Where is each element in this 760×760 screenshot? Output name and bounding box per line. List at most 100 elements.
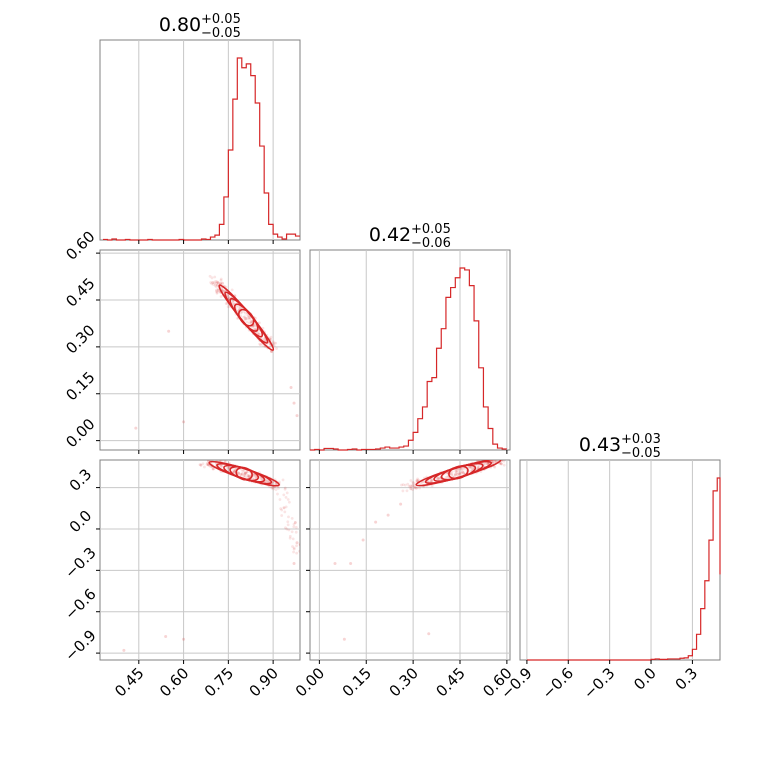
- scatter-point: [286, 498, 290, 501]
- panel-frame: [519, 459, 721, 661]
- scatter-point: [257, 332, 261, 336]
- scatter-point: [413, 486, 417, 490]
- scatter-point: [243, 475, 247, 479]
- outlier-point: [122, 648, 126, 652]
- x-tick-label: 0.30: [386, 664, 422, 700]
- scatter-point: [243, 318, 247, 322]
- scatter-point: [205, 463, 209, 466]
- scatter-point: [240, 472, 244, 476]
- scatter-point: [450, 472, 454, 476]
- scatter-point: [270, 486, 274, 490]
- scatter-point: [206, 460, 210, 461]
- scatter-point: [502, 460, 506, 463]
- outlier-point: [134, 426, 138, 430]
- scatter-point: [214, 279, 217, 283]
- panel-title-value: 0.43: [579, 434, 621, 456]
- scatter-point: [201, 462, 205, 466]
- scatter-point: [225, 465, 229, 469]
- scatter-point: [435, 477, 439, 480]
- scatter-point: [257, 332, 261, 336]
- scatter-point: [284, 526, 287, 530]
- joint-panel-joint-p1-p3: −0.9−0.6−0.3 0.0 0.3 0.45 0.60 0.75 0.90: [61, 457, 301, 700]
- scatter-point: [242, 474, 246, 478]
- scatter-point: [231, 301, 235, 305]
- outlier-point: [333, 561, 337, 565]
- scatter-point: [294, 525, 298, 529]
- scatter-point: [280, 514, 284, 517]
- scatter-point: [227, 466, 231, 470]
- scatter-point: [260, 476, 263, 480]
- scatter-point: [205, 461, 209, 465]
- scatter-point: [219, 295, 223, 298]
- scatter-point: [293, 521, 297, 525]
- scatter-point: [277, 487, 280, 490]
- scatter-point: [244, 311, 247, 315]
- scatter-point: [211, 457, 214, 460]
- scatter-point: [274, 488, 278, 491]
- density-layer: [122, 457, 300, 652]
- joint-panel-joint-p1-p2: 0.00 0.15 0.30 0.45 0.60: [62, 227, 301, 454]
- scatter-point: [294, 530, 298, 534]
- scatter-point: [239, 472, 243, 476]
- scatter-point: [219, 281, 223, 285]
- y-tick-label: 0.3: [66, 465, 96, 495]
- scatter-point: [219, 460, 223, 463]
- scatter-point: [445, 471, 449, 475]
- scatter-point: [280, 508, 284, 512]
- scatter-point: [492, 454, 495, 457]
- scatter-point: [485, 461, 489, 465]
- scatter-point: [499, 462, 503, 466]
- scatter-point: [411, 488, 414, 492]
- scatter-point: [486, 457, 489, 460]
- scatter-point: [471, 466, 475, 470]
- y-tick-label: 0.15: [62, 368, 98, 404]
- scatter-point: [492, 457, 495, 460]
- scatter-point: [258, 476, 262, 480]
- scatter-point: [246, 474, 250, 477]
- scatter-point: [206, 463, 210, 467]
- scatter-point: [243, 471, 247, 475]
- scatter-point: [216, 283, 219, 287]
- scatter-point: [213, 281, 217, 285]
- scatter-point: [224, 302, 228, 305]
- scatter-point: [430, 484, 434, 488]
- scatter-point: [243, 315, 247, 319]
- marginal-panel-marginal-p3: 0.43 +0.03−0.05−0.9 −0.6 −0.3 0.0 0.3: [497, 432, 721, 703]
- scatter-point: [232, 469, 236, 473]
- scatter-point: [219, 277, 223, 281]
- scatter-point: [272, 341, 276, 345]
- scatter-point: [401, 489, 405, 493]
- scatter-point: [198, 463, 202, 467]
- scatter-point: [492, 457, 495, 460]
- scatter-point: [259, 343, 263, 347]
- scatter-point: [250, 319, 254, 323]
- scatter-point: [457, 472, 461, 476]
- scatter-point: [227, 466, 231, 469]
- scatter-point: [446, 476, 450, 479]
- scatter-point: [409, 484, 412, 488]
- scatter-point: [493, 465, 497, 469]
- scatter-point: [409, 485, 413, 489]
- scatter-point: [292, 547, 296, 551]
- scatter-point: [251, 477, 255, 481]
- scatter-point: [459, 467, 463, 471]
- scatter-point: [415, 486, 419, 490]
- scatter-point: [299, 543, 300, 546]
- scatter-point: [453, 473, 457, 477]
- scatter-point: [409, 487, 413, 490]
- scatter-point: [214, 290, 218, 293]
- scatter-point: [409, 487, 413, 491]
- scatter-point: [295, 551, 299, 555]
- scatter-point: [254, 474, 258, 478]
- outlier-point: [292, 401, 296, 405]
- scatter-point: [430, 479, 434, 483]
- panel-title-plus: +0.03: [621, 432, 661, 447]
- scatter-point: [287, 500, 291, 504]
- scatter-point: [252, 473, 256, 476]
- scatter-point: [415, 479, 419, 483]
- marginal-panel-marginal-p2: 0.42 +0.05−0.06: [309, 222, 511, 454]
- scatter-point: [411, 481, 415, 484]
- scatter-point: [292, 525, 296, 529]
- panel-frame: [309, 459, 511, 661]
